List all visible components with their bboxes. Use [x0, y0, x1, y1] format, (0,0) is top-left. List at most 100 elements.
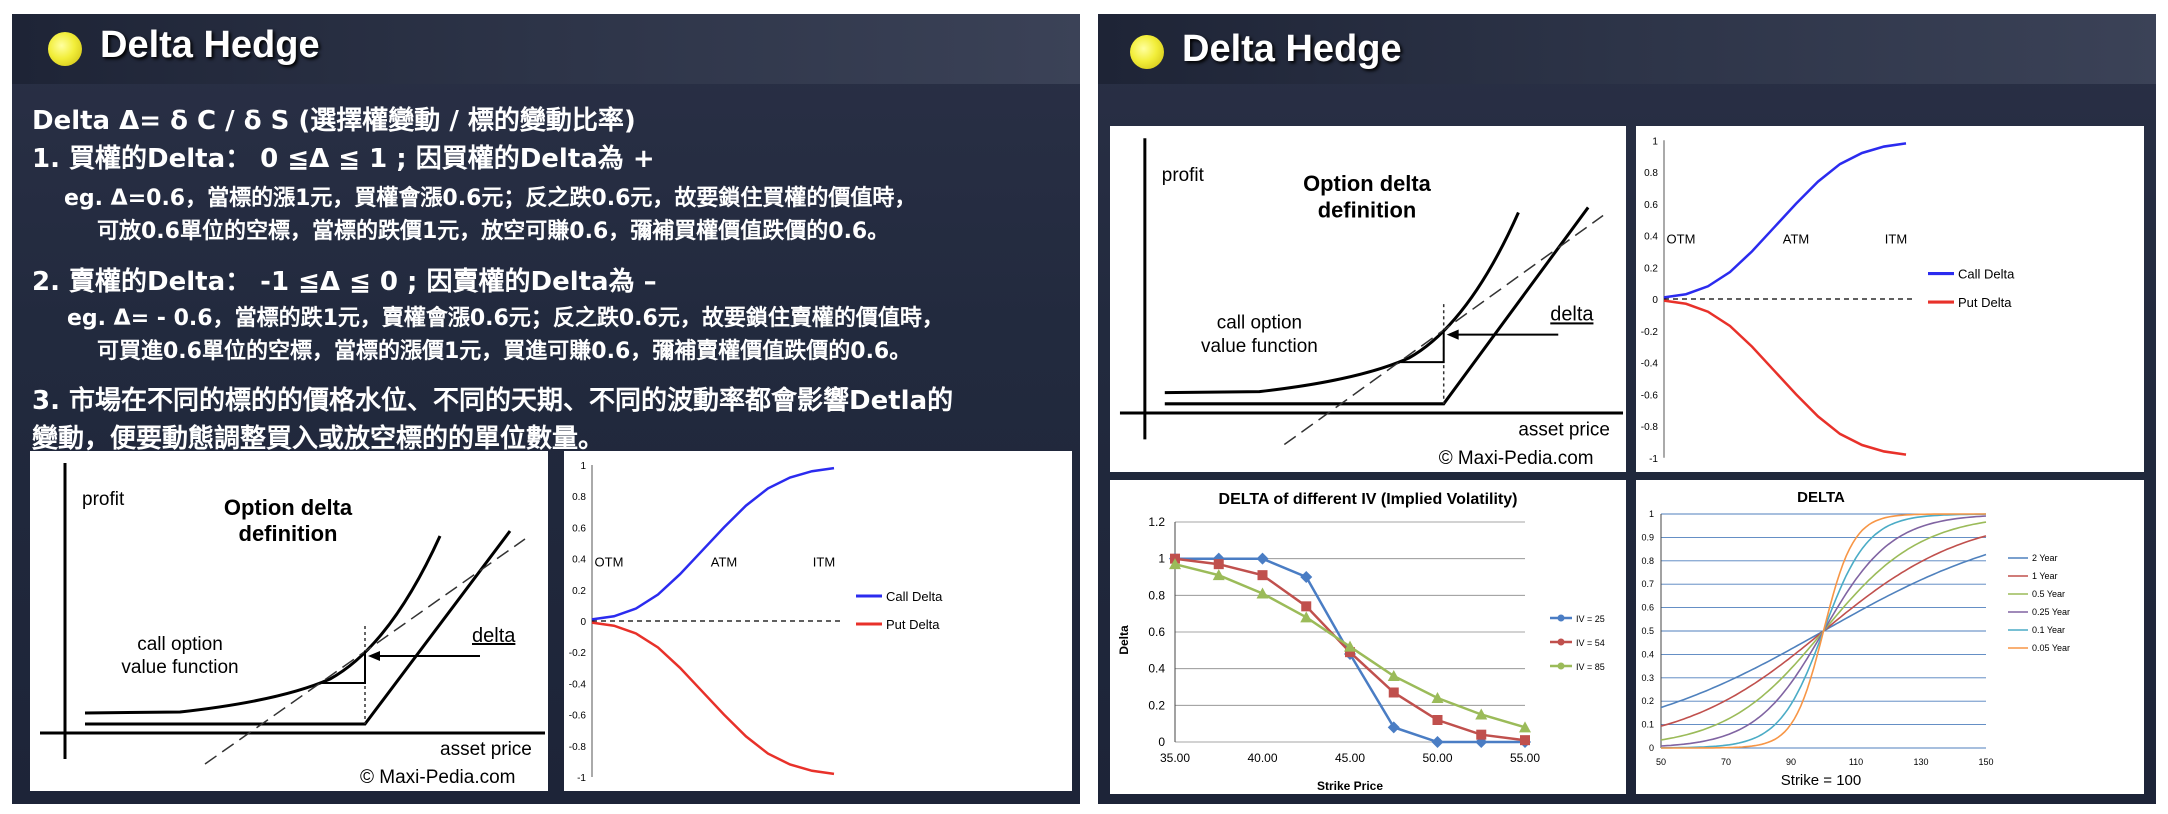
- delta-by-tenor-chart: DELTA Strike = 100 1 0.9 0.8 0.7 0.6 0.5 0.4 0.…: [1636, 480, 2144, 794]
- asset-price-label: asset price: [440, 739, 532, 760]
- iv-point-triangle: [1212, 569, 1225, 581]
- arrow-head-icon: [1446, 329, 1459, 340]
- x-tick-label: 35.00: [1160, 751, 1190, 765]
- x-tick-label: 50: [1656, 757, 1666, 767]
- delta-label: delta: [1550, 303, 1594, 325]
- x-tick-label: 90: [1786, 757, 1796, 767]
- credit-label: © Maxi-Pedia.com: [1439, 448, 1594, 469]
- title-bar-right: Delta Hedge: [1098, 14, 2156, 84]
- tenor-series-line: [1661, 513, 1986, 749]
- iv-point-triangle: [1475, 708, 1488, 720]
- put-delta-example: eg. Δ= - 0.6，當標的跌1元，賣權會漲0.6元；反之跌0.6元，故要鎖…: [67, 306, 944, 331]
- y-tick-label: 1: [580, 461, 586, 472]
- legend-marker: [1557, 614, 1565, 622]
- iv-y-axis-label: Delta: [1117, 625, 1131, 655]
- point3-line1: 3. 市場在不同的標的的價格水位、不同的天期、不同的波動率都會影響Detla的: [32, 386, 954, 416]
- y-tick-label: 0.2: [1644, 263, 1658, 274]
- iv-point-triangle: [1431, 692, 1444, 703]
- y-tick-label: 0.8: [572, 492, 586, 503]
- legend-label: IV = 25: [1576, 614, 1605, 624]
- iv-point-triangle: [1387, 670, 1400, 681]
- call-option-label: call option: [1217, 312, 1302, 333]
- iv-point-square: [1388, 687, 1399, 698]
- y-tick-label: 0: [1158, 735, 1165, 749]
- y-tick-label: 0.8: [1148, 588, 1165, 602]
- slide-title: Delta Hedge: [100, 24, 320, 66]
- y-tick-label: 0: [1649, 743, 1654, 753]
- delta-label: delta: [472, 625, 516, 647]
- y-tick-label: 0: [580, 617, 586, 628]
- credit-label: © Maxi-Pedia.com: [360, 767, 516, 788]
- x-tick-label: 150: [1978, 757, 1993, 767]
- yellow-bullet-icon: [48, 32, 82, 66]
- profit-label: profit: [82, 489, 125, 510]
- x-tick-label: 130: [1913, 757, 1928, 767]
- iv-point-diamond: [1431, 736, 1444, 748]
- value-function-label: value function: [1201, 336, 1318, 357]
- y-tick-label: -0.8: [569, 742, 587, 753]
- y-tick-label: 0.9: [1641, 532, 1654, 542]
- legend-label: Put Delta: [886, 617, 940, 632]
- tenor-chart-title: DELTA: [1797, 489, 1845, 506]
- series-line-put-delta: [1663, 299, 1907, 456]
- payoff-line: [1164, 206, 1590, 406]
- legend-marker: [1557, 638, 1565, 646]
- x-tick-label: 45.00: [1335, 751, 1365, 765]
- delta-triangle: [1400, 329, 1445, 364]
- axes: [1119, 138, 1624, 440]
- y-tick-label: -1: [1649, 454, 1658, 465]
- call-delta-example: eg. Δ=0.6，當標的漲1元，買權會漲0.6元；反之跌0.6元，故要鎖住買權…: [64, 186, 917, 211]
- y-tick-label: 0.2: [572, 586, 586, 597]
- legend-label: 0.5 Year: [2032, 589, 2065, 599]
- legend-marker: [1557, 662, 1565, 670]
- profit-label: profit: [1162, 165, 1205, 186]
- iv-chart-title: DELTA of different IV (Implied Volatilit…: [1219, 491, 1518, 508]
- option-delta-svg: profit Option delta definition call opti…: [40, 463, 545, 788]
- y-tick-label: -0.6: [1641, 390, 1659, 401]
- y-tick-label: -1: [577, 773, 586, 784]
- series-line-put-delta: [591, 621, 835, 776]
- call-delta-example-cont: 可放0.6單位的空標，當標的跌價1元，放空可賺0.6，彌補買權價值跌價的0.6。: [97, 219, 890, 244]
- y-tick-label: 0.2: [1148, 698, 1165, 712]
- call-option-label: call option: [137, 634, 223, 655]
- call-delta-heading: 1. 買權的Delta： 0 ≦Δ ≦ 1 ; 因買權的Delta為 +: [32, 144, 655, 174]
- call-put-delta-chart-right: 1 0.8 0.6 0.4 0.2 0 -0.2 -0.4 -0.6 -0.8 -1 OTM ATM IT…: [1636, 126, 2144, 472]
- legend-label: Call Delta: [886, 589, 943, 604]
- y-tick-label: 0.8: [1644, 168, 1658, 179]
- call-value-curve: [84, 535, 442, 715]
- y-tick-label: 0.4: [1641, 649, 1654, 659]
- iv-point-diamond: [1387, 721, 1400, 734]
- y-tick-label: 0.8: [1641, 556, 1654, 566]
- x-tick-label: 40.00: [1247, 751, 1277, 765]
- tenor-chart-svg: DELTA Strike = 100 1 0.9 0.8 0.7 0.6 0.5 0.4 0.…: [1641, 489, 2070, 789]
- series-line-call-delta: [591, 466, 835, 621]
- payoff-line: [85, 530, 512, 726]
- y-tick-label: 0.4: [1148, 662, 1165, 676]
- left-slide: Delta Hedge Delta Δ= δ C / δ S (選擇權變動 / …: [12, 14, 1080, 804]
- legend-label: Call Delta: [1958, 267, 2015, 282]
- y-tick-label: 0.2: [1641, 696, 1654, 706]
- delta-triangle: [322, 651, 366, 684]
- y-tick-label: 0.6: [1644, 200, 1658, 211]
- region-label-atm: ATM: [711, 554, 737, 569]
- diagram-title-1: Option delta: [1303, 171, 1431, 196]
- iv-point-square: [1345, 647, 1355, 658]
- right-slide: Delta Hedge profit Option delta definiti…: [1098, 14, 2156, 804]
- slide-title-right: Delta Hedge: [1182, 28, 1402, 70]
- y-tick-label: 0.4: [1644, 231, 1658, 242]
- call-put-chart-svg-right: 1 0.8 0.6 0.4 0.2 0 -0.2 -0.4 -0.6 -0.8 -1 OTM ATM IT…: [1641, 136, 2015, 465]
- delta-definition-line: Delta Δ= δ C / δ S (選擇權變動 / 標的變動比率): [32, 106, 636, 136]
- y-tick-label: -0.6: [569, 711, 587, 722]
- y-tick-label: 0.6: [1148, 625, 1165, 639]
- iv-point-square: [1432, 715, 1443, 725]
- diagram-title-1: Option delta: [224, 495, 353, 520]
- title-bar: Delta Hedge: [12, 14, 1080, 84]
- iv-point-diamond: [1212, 552, 1225, 565]
- y-tick-label: 1.2: [1148, 515, 1165, 529]
- legend-label: IV = 54: [1576, 638, 1605, 648]
- axes: [40, 463, 545, 759]
- x-tick-label: 50.00: [1422, 751, 1452, 765]
- y-tick-label: -0.2: [569, 648, 587, 659]
- legend-label: 0.1 Year: [2032, 625, 2065, 635]
- iv-point-triangle: [1256, 587, 1269, 599]
